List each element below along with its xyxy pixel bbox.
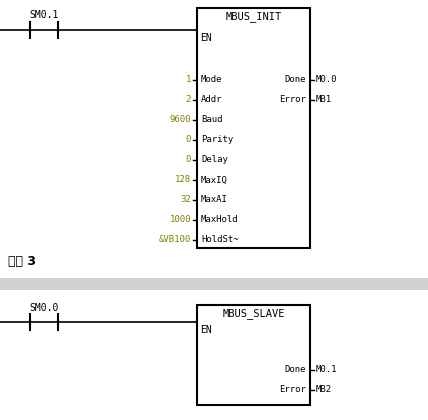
Text: Baud: Baud [201,116,223,124]
Bar [0,278,428,290]
Text: Parity: Parity [201,136,233,144]
Text: 2: 2 [186,95,191,105]
Text: SM0.1: SM0.1 [29,10,59,20]
Text: Error: Error [279,95,306,105]
Text: MB2: MB2 [316,386,332,394]
Text: 1000: 1000 [169,215,191,225]
Text: EN: EN [200,325,212,335]
Text: Done: Done [285,76,306,84]
Text: 128: 128 [175,176,191,184]
Text: 0: 0 [186,155,191,165]
Text: 0: 0 [186,136,191,144]
Text: SM0.0: SM0.0 [29,303,59,313]
Text: MaxIQ: MaxIQ [201,176,228,184]
Text: 网路 3: 网路 3 [8,255,36,268]
Bar [197,305,310,405]
Text: MB1: MB1 [316,95,332,105]
Text: 9600: 9600 [169,116,191,124]
Text: Done: Done [285,365,306,375]
Text: MBUS_INIT: MBUS_INIT [226,11,282,22]
Text: Delay: Delay [201,155,228,165]
Text: MaxHold: MaxHold [201,215,239,225]
Text: 1: 1 [186,76,191,84]
Text: M0.0: M0.0 [316,76,338,84]
Text: EN: EN [200,33,212,43]
Text: HoldSt~: HoldSt~ [201,236,239,244]
Text: 32: 32 [180,195,191,205]
Text: &VB100: &VB100 [159,236,191,244]
Text: Mode: Mode [201,76,223,84]
Text: Addr: Addr [201,95,223,105]
Text: MBUS_SLAVE: MBUS_SLAVE [222,308,285,319]
Text: MaxAI: MaxAI [201,195,228,205]
Bar [197,8,310,248]
Text: Error: Error [279,386,306,394]
Text: M0.1: M0.1 [316,365,338,375]
